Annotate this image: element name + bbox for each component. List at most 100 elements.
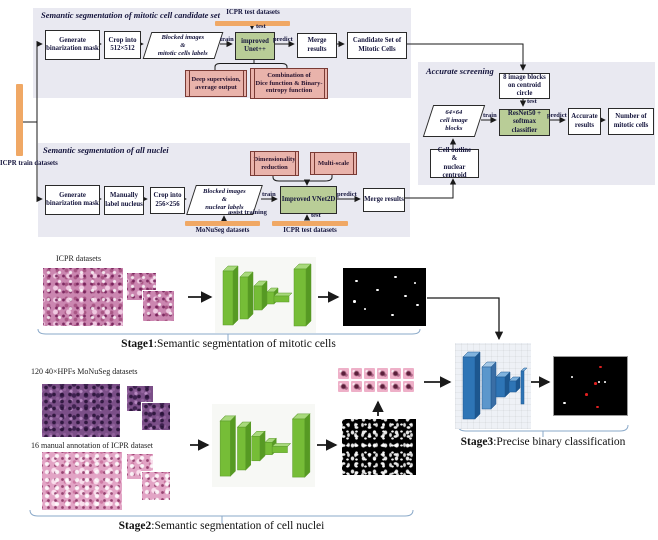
stage1-caption-rest: :Semantic segmentation of mitotic cells [153,338,336,350]
fc1-train-label: train [220,36,234,43]
fc1-node-blocked-images: Blocked images & mitotic cells labels [142,32,224,59]
fc2-monuseg-label: MoNuSeg datasets [195,227,250,234]
fc3-predict-label: predict [547,112,567,119]
fc3-test-label: test [527,98,537,105]
fc1-node-candidate-set: Candidate Set of Mitotic Cells [347,32,407,59]
fc1-node-model-unetpp: improved Unet++ [235,32,275,60]
fc3-node-cell-outline: Cell outline & nuclear centroid [430,147,479,179]
nucleus-patch [351,381,362,392]
stage3-caption-rest: :Precise binary classification [493,436,626,448]
fc3-node-model-resnet50: ResNet50 + softmax classifier [499,109,550,136]
red-dot [584,392,588,396]
nucleus-patch [338,381,349,392]
stage3-result-mask [553,356,628,416]
stage2-caption: Stage2:Semantic segmentation of cell nuc… [30,520,413,532]
fc2-icpr-test-label: ICPR test datasets [283,227,337,234]
stage2-icpr-tile-2 [141,471,171,501]
fc1-test-dataset-label: ICPR test datasets [226,9,280,16]
fc2-node-manual-label: Manually label nucleus [104,186,144,215]
white-dot [563,401,567,404]
fc2-tip-multiscale: Multi-scale [310,152,357,175]
nucleus-patch [390,368,401,379]
stage2-caption-rest: :Semantic segmentation of cell nuclei [151,520,325,532]
stage2-result-mask [342,419,416,475]
stage2-dataset-label-icpr: 16 manual annotation of ICPR dataset [31,441,153,450]
cnn-graphic-stage3 [462,351,528,420]
white-dot [376,288,379,292]
stage1-tile-2 [142,290,175,322]
fc1-test-dataset-bar [215,21,290,26]
white-dot [391,313,394,316]
fc1-tip-deep-supervision: Deep supervision, average output [185,70,247,97]
fc3-node-8blocks: 8 image blocks on centroid circle [499,73,550,99]
fc2-assist-label: assist training [228,209,267,216]
stage2-dataset-label-monuseg: 120 40×HPFs MoNuSeg datasets [31,367,138,376]
white-dot [413,281,417,285]
fc2-tip-dimensionality: Dimensionality reduction [250,151,299,176]
fc1-tip-loss-function: Combination of Dice function & Binary- e… [250,68,328,99]
unet-graphic-stage1 [222,263,312,327]
stage1-caption-bold: Stage1 [121,338,154,350]
fc2-train-label: train [262,191,276,198]
white-dot [603,380,607,383]
fc1-node-merge: Merge results [297,33,337,58]
white-dot [597,380,601,383]
icpr-train-datasets-bar [16,84,23,156]
fc2-node-model-vnet2d: Improved VNet2D [280,186,337,214]
icpr-train-datasets-label: ICPR train datasets [0,160,58,167]
fc2-node-merge: Merge results [363,188,405,212]
white-dot [355,279,359,282]
fc3-train-label: train [483,112,497,119]
red-dot [599,365,603,369]
nucleus-patch [377,381,388,392]
white-dot [416,303,419,307]
stage1-result-mask [343,268,426,326]
fc2-predict-label: predict [337,191,357,198]
fc1-node-binarize: Generate binarization mask [45,30,100,60]
stage2-monuseg-image [42,384,120,437]
nucleus-patch [390,381,401,392]
fc1-predict-label: predict [273,36,293,43]
white-dot [394,275,398,278]
stage2-nucleus-patches [337,367,421,397]
fc2-icpr-test-bar [272,221,348,226]
fc1-node-blocked-images-label: Blocked images & mitotic cells labels [158,33,208,57]
fc2-node-binarize: Generate binarization mask [45,185,100,215]
stage1-tile-1 [127,273,156,300]
fc3-node-cell-blocks-label: 64×64 cell image blocks [440,109,468,132]
fc3-title: Accurate screening [426,66,494,76]
fc3-node-cell-blocks: 64×64 cell image blocks [422,105,486,137]
stage1-caption: Stage1:Semantic segmentation of mitotic … [37,338,420,350]
red-dot [594,381,598,385]
fc2-node-crop: Crop into 256×256 [150,187,185,214]
white-dot [363,308,367,311]
nucleus-patch [403,381,414,392]
fc1-title: Semantic segmentation of mitotic cell ca… [41,10,220,20]
white-dot [352,300,356,303]
stage3-caption: Stage3:Precise binary classification [455,436,631,448]
stage3-network-background [455,343,531,429]
white-dot [404,295,407,298]
fc2-title: Semantic segmentation of all nuclei [43,145,169,155]
nucleus-patch [351,368,362,379]
fc2-test-label: test [311,212,321,219]
fc3-node-number-mitotic: Number of mitotic cells [608,108,654,135]
unet-graphic-stage2 [219,413,311,478]
red-dot [595,405,599,409]
nucleus-patch [338,368,349,379]
stage2-monuseg-tile-2 [141,402,171,431]
fc2-monuseg-bar [185,221,260,226]
nucleus-patch [377,368,388,379]
nucleus-patch [364,368,375,379]
fc3-node-accurate-results: Accurate results [568,108,601,135]
stage1-dataset-label: ICPR datasets [56,254,102,263]
nucleus-patch [364,381,375,392]
stage2-icpr-image [42,452,122,510]
stage1-network-background [215,257,316,333]
stage3-caption-bold: Stage3 [460,436,494,448]
fc1-test-label: test [256,23,266,30]
nucleus-patch [403,368,414,379]
fc1-node-crop: Crop into 512×512 [104,31,141,59]
stage1-histology-image [43,268,123,326]
